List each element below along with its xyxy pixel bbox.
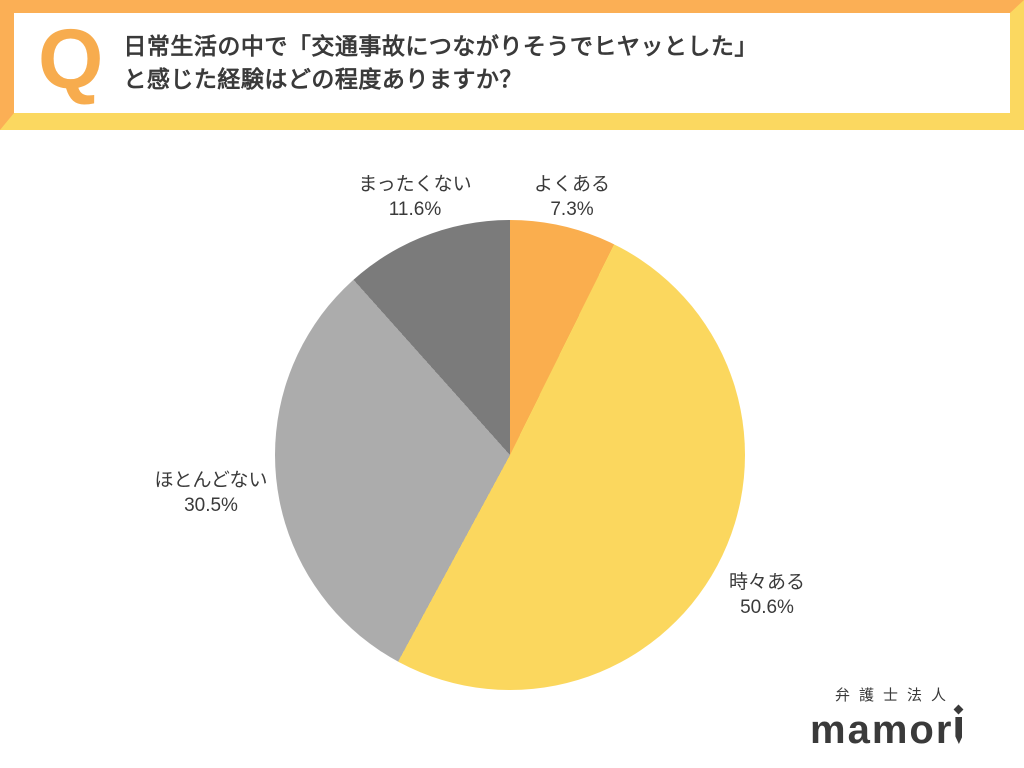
pie-label-rarely: ほとんどない 30.5% bbox=[126, 468, 296, 518]
pie-label-sometimes-pct: 50.6% bbox=[740, 597, 794, 618]
pie-label-sometimes-text: 時々ある bbox=[728, 572, 805, 593]
pen-nib-i-dot bbox=[953, 704, 964, 715]
pie-label-often-text: よくある bbox=[533, 174, 610, 195]
pie-label-sometimes: 時々ある 50.6% bbox=[682, 570, 852, 620]
pie-label-never-pct: 11.6% bbox=[388, 199, 442, 220]
question-header-inner: Q 日常生活の中で「交通事故につながりそうでヒヤッとした」 と感じた経験はどの程… bbox=[14, 13, 1010, 113]
question-title-line1: 日常生活の中で「交通事故につながりそうでヒヤッとした」 bbox=[123, 33, 758, 59]
q-mark: Q bbox=[38, 12, 104, 106]
pie-chart bbox=[275, 220, 745, 690]
question-title-line2: と感じた経験はどの程度ありますか？ bbox=[123, 66, 523, 92]
pie-label-often: よくある 7.3% bbox=[487, 172, 657, 222]
logo-brand-prefix: mamor bbox=[810, 708, 954, 752]
question-title: 日常生活の中で「交通事故につながりそうでヒヤッとした」 と感じた経験はどの程度あ… bbox=[123, 30, 758, 96]
pie-label-never: まったくない 11.6% bbox=[330, 172, 500, 222]
pie-label-rarely-text: ほとんどない bbox=[154, 470, 268, 491]
pie-label-often-pct: 7.3% bbox=[550, 199, 594, 220]
pen-nib-i-stem bbox=[955, 717, 963, 744]
logo-brand-text: mamor bbox=[810, 704, 1010, 752]
pie-label-rarely-pct: 30.5% bbox=[184, 495, 238, 516]
pie-label-never-text: まったくない bbox=[358, 174, 472, 195]
logo-company-type: 弁護士法人 bbox=[835, 687, 956, 704]
brand-logo: 弁護士法人 mamor bbox=[810, 684, 1010, 752]
pen-nib-i-icon bbox=[953, 704, 965, 744]
question-header-frame: Q 日常生活の中で「交通事故につながりそうでヒヤッとした」 と感じた経験はどの程… bbox=[0, 0, 1024, 130]
